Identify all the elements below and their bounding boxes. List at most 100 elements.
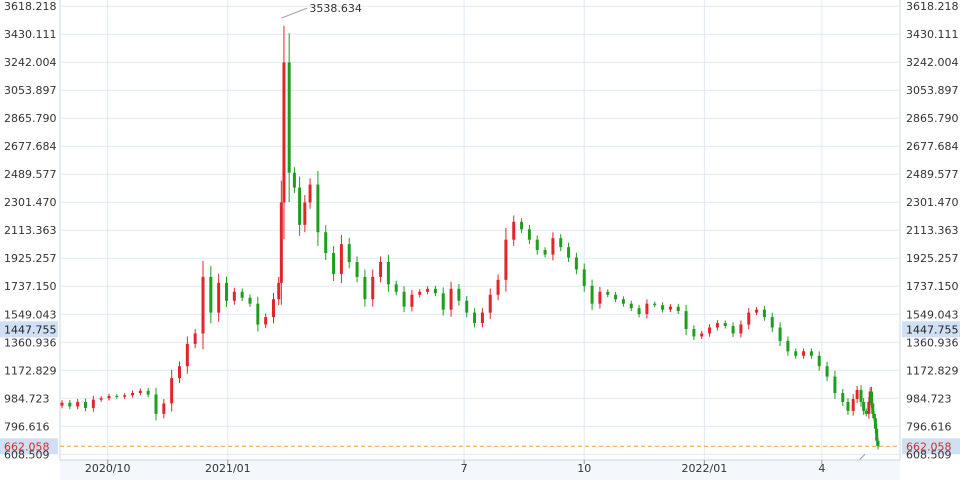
candle[interactable] [708, 324, 712, 337]
candle[interactable] [551, 232, 555, 261]
candle[interactable] [84, 398, 88, 412]
candle[interactable] [629, 300, 633, 312]
candle[interactable] [465, 295, 469, 318]
candle[interactable] [802, 348, 806, 359]
candle[interactable] [308, 178, 312, 209]
candle[interactable] [209, 266, 213, 324]
candle[interactable] [146, 388, 150, 398]
candle[interactable] [859, 385, 863, 407]
candle[interactable] [410, 289, 414, 312]
candle[interactable] [668, 304, 672, 313]
candle[interactable] [123, 393, 127, 399]
candle[interactable] [692, 325, 696, 341]
candle[interactable] [504, 227, 508, 292]
candle[interactable] [723, 320, 727, 329]
candle[interactable] [138, 388, 142, 396]
candle[interactable] [282, 25, 286, 240]
candle[interactable] [841, 388, 845, 406]
candle[interactable] [559, 234, 563, 252]
candle[interactable] [846, 397, 850, 415]
candle[interactable] [590, 279, 594, 310]
candle[interactable] [778, 322, 782, 347]
candle[interactable] [676, 303, 680, 315]
candles[interactable] [60, 25, 880, 450]
candle[interactable] [386, 254, 390, 292]
candle[interactable] [567, 242, 571, 262]
candle[interactable] [574, 252, 578, 275]
candle[interactable] [512, 215, 516, 246]
candle[interactable] [684, 304, 688, 336]
candle[interactable] [606, 289, 610, 298]
candle[interactable] [457, 284, 461, 306]
candle[interactable] [162, 399, 166, 419]
candle[interactable] [185, 336, 189, 374]
candle[interactable] [170, 370, 174, 412]
candle[interactable] [303, 195, 307, 233]
candle[interactable] [621, 296, 625, 307]
candle[interactable] [637, 304, 641, 318]
candle[interactable] [770, 312, 774, 332]
candle[interactable] [786, 336, 790, 356]
candle[interactable] [279, 180, 283, 305]
candle[interactable] [441, 287, 445, 316]
candle[interactable] [225, 276, 229, 307]
candle[interactable] [645, 299, 649, 319]
candle[interactable] [272, 292, 276, 324]
candle[interactable] [825, 361, 829, 382]
candle[interactable] [339, 234, 343, 284]
candle[interactable] [232, 287, 236, 305]
candle[interactable] [855, 386, 859, 403]
candle[interactable] [355, 256, 359, 283]
candle[interactable] [287, 33, 291, 203]
candle[interactable] [379, 256, 383, 283]
candle[interactable] [394, 280, 398, 296]
candle[interactable] [178, 361, 182, 383]
candle[interactable] [193, 329, 197, 349]
candle[interactable] [363, 269, 367, 307]
candle[interactable] [201, 260, 205, 350]
candle[interactable] [107, 393, 111, 401]
candle[interactable] [217, 273, 221, 322]
candle[interactable] [68, 399, 72, 410]
candle[interactable] [264, 313, 268, 329]
candle[interactable] [833, 370, 837, 399]
candle[interactable] [739, 320, 743, 338]
candle[interactable] [598, 287, 602, 309]
candle[interactable] [248, 294, 252, 307]
candle[interactable] [426, 286, 430, 295]
candle[interactable] [240, 288, 244, 302]
candle[interactable] [488, 288, 492, 319]
candle[interactable] [762, 305, 766, 321]
candle[interactable] [91, 395, 95, 412]
candle[interactable] [535, 235, 539, 255]
candle[interactable] [496, 274, 500, 301]
candle[interactable] [154, 387, 158, 421]
candle[interactable] [433, 285, 437, 297]
candle[interactable] [256, 296, 260, 332]
candle[interactable] [473, 308, 477, 328]
candle[interactable] [298, 176, 302, 236]
candle[interactable] [700, 330, 704, 339]
candle[interactable] [809, 348, 813, 359]
candle[interactable] [653, 301, 657, 308]
candle[interactable] [864, 408, 868, 417]
candle[interactable] [794, 348, 798, 359]
candle[interactable] [418, 289, 422, 298]
candle[interactable] [661, 302, 665, 313]
candle[interactable] [316, 170, 320, 246]
candle[interactable] [60, 400, 64, 409]
candle[interactable] [543, 247, 547, 258]
candle[interactable] [715, 320, 719, 331]
candle[interactable] [449, 281, 453, 317]
candle[interactable] [371, 269, 375, 307]
candle[interactable] [755, 307, 759, 316]
candle[interactable] [347, 237, 351, 269]
candle[interactable] [76, 399, 80, 410]
candle[interactable] [582, 263, 586, 292]
candle[interactable] [862, 397, 866, 415]
candle[interactable] [747, 307, 751, 330]
candle[interactable] [527, 224, 531, 245]
candle[interactable] [402, 286, 406, 313]
candle[interactable] [520, 218, 524, 233]
candle[interactable] [115, 394, 119, 399]
